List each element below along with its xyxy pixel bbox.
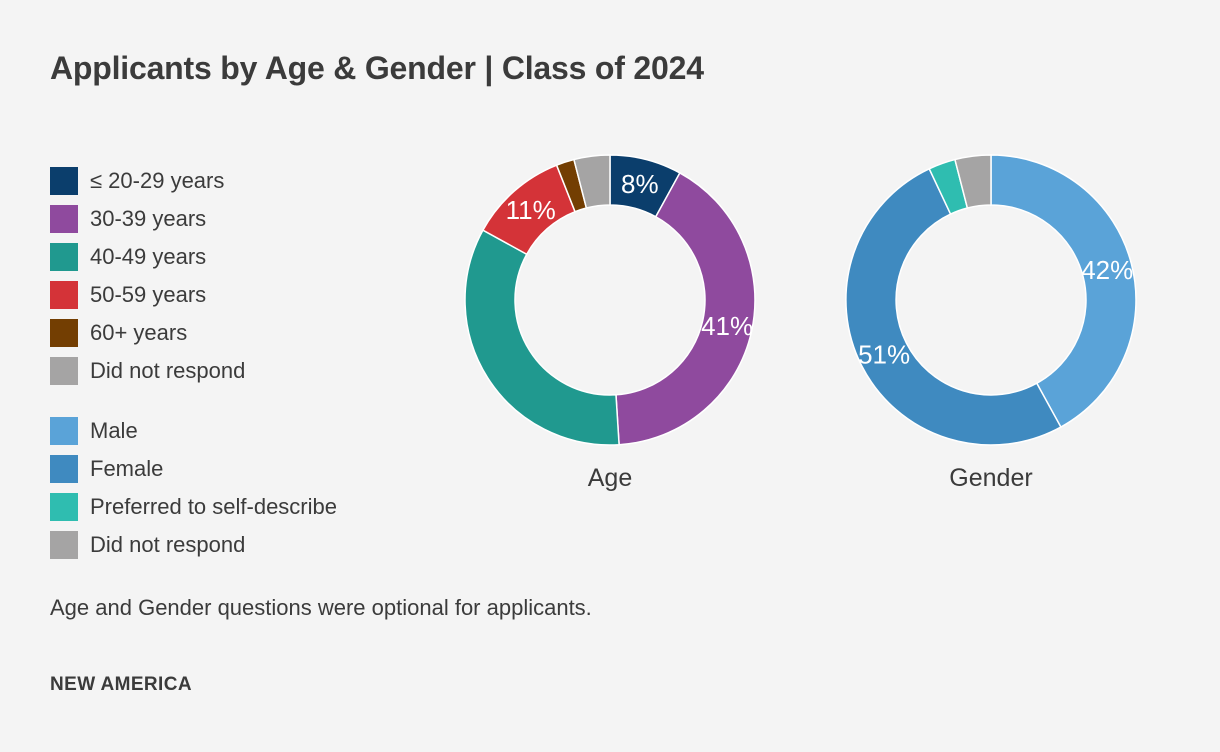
legend-item: Did not respond xyxy=(50,531,337,559)
legend-item-label: 40-49 years xyxy=(90,244,207,269)
legend-item: Preferred to self-describe xyxy=(50,493,337,521)
donut-slice-male xyxy=(990,154,1137,429)
legend-group-age: ≤ 20-29 years 30-39 years 40-49 years 50-59… xyxy=(50,167,337,385)
gender-donut-chart: 42% 51% Gender xyxy=(841,150,1141,493)
page-title: Applicants by Age & Gender | Class of 20… xyxy=(50,50,704,86)
age-donut-chart: 8% 41% 11% Age xyxy=(460,150,760,493)
gender-donut: 42% 51% xyxy=(845,154,1137,446)
donut-slice-30-39-years xyxy=(615,171,756,446)
age-chart-caption: Age xyxy=(587,464,633,492)
gender-chart-caption: Gender xyxy=(949,464,1033,492)
legend: ≤ 20-29 years 30-39 years 40-49 years 50-59… xyxy=(50,167,337,591)
legend-item: Female xyxy=(50,455,337,483)
donut-slice-did-not-respond xyxy=(573,154,611,209)
legend-item: Male xyxy=(50,417,337,445)
legend-swatch xyxy=(50,281,78,309)
donut-slice-did-not-respond xyxy=(954,154,992,209)
donut-data-label: 42% xyxy=(1081,255,1133,285)
legend-item-label: Female xyxy=(90,456,164,481)
donut-data-label: 41% xyxy=(701,311,753,341)
legend-item: ≤ 20-29 years xyxy=(50,167,337,195)
legend-item-label: Preferred to self-describe xyxy=(90,494,337,519)
legend-swatch xyxy=(50,243,78,271)
legend-item-label: 50-59 years xyxy=(90,282,207,307)
legend-item-label: Did not respond xyxy=(90,532,246,557)
legend-item: 60+ years xyxy=(50,319,337,347)
donut-data-label: 51% xyxy=(858,339,910,369)
donut-data-label: 11% xyxy=(506,195,556,225)
age-donut: 8% 41% 11% xyxy=(464,154,756,446)
donut-slice-female xyxy=(845,167,1062,446)
donut-slice-40-49-years xyxy=(464,229,620,446)
footnote: Age and Gender questions were optional f… xyxy=(50,595,592,620)
legend-item: 50-59 years xyxy=(50,281,337,309)
legend-swatch xyxy=(50,205,78,233)
legend-item-label: 60+ years xyxy=(90,320,188,345)
legend-swatch xyxy=(50,531,78,559)
legend-swatch xyxy=(50,167,78,195)
legend-swatch xyxy=(50,417,78,445)
brand-logo: NEW AMERICA xyxy=(50,674,192,695)
legend-swatch xyxy=(50,357,78,385)
legend-swatch xyxy=(50,319,78,347)
legend-item-label: Did not respond xyxy=(90,358,246,383)
legend-item-label: 30-39 years xyxy=(90,206,207,231)
donut-data-label: 8% xyxy=(621,169,659,199)
legend-item-label: Male xyxy=(90,418,138,443)
legend-item: 30-39 years xyxy=(50,205,337,233)
legend-item: Did not respond xyxy=(50,357,337,385)
legend-swatch xyxy=(50,455,78,483)
legend-group-gender: Male Female Preferred to self-describe Did … xyxy=(50,417,337,559)
legend-swatch xyxy=(50,493,78,521)
legend-item: 40-49 years xyxy=(50,243,337,271)
legend-item-label: ≤ 20-29 years xyxy=(90,168,225,193)
